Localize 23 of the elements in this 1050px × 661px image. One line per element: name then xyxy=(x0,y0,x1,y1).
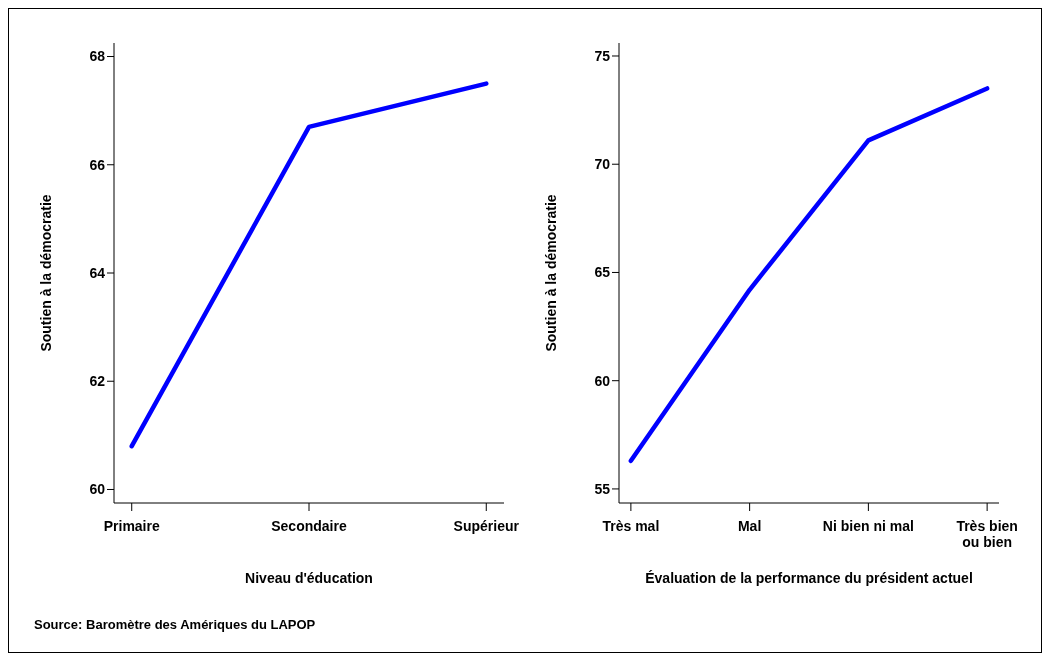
y-tick-label: 70 xyxy=(594,156,611,173)
x-tick-label: Secondaire xyxy=(271,518,347,534)
y-axis-title: Soutien à la démocratie xyxy=(37,194,54,352)
line-series xyxy=(628,86,990,464)
x-tick-label: Ni bien ni mal xyxy=(822,518,914,534)
x-tick-label: Supérieur xyxy=(453,518,520,534)
x-tick-label: Très bien ou bien xyxy=(956,518,1018,550)
x-tick-label: Mal xyxy=(737,518,762,534)
y-tick-label: 65 xyxy=(594,264,611,281)
y-tick-label: 60 xyxy=(594,372,611,389)
x-tick-label: Très mal xyxy=(602,518,660,534)
y-tick-label: 55 xyxy=(594,480,611,497)
source-note: Source: Baromètre des Amériques du LAPOP xyxy=(34,617,317,632)
y-tick-label: 75 xyxy=(594,47,611,64)
x-tick-label: Primaire xyxy=(103,518,160,534)
x-axis-title: Niveau d'éducation xyxy=(245,570,373,586)
y-axis-title: Soutien à la démocratie xyxy=(542,194,559,352)
y-tick-label: 62 xyxy=(89,373,106,390)
x-axis-title: Évaluation de la performance du président actuel xyxy=(645,570,973,586)
y-tick-label: 66 xyxy=(89,156,106,173)
y-tick-label: 60 xyxy=(89,481,106,498)
y-tick-label: 68 xyxy=(89,48,106,65)
y-tick-label: 64 xyxy=(89,264,106,281)
